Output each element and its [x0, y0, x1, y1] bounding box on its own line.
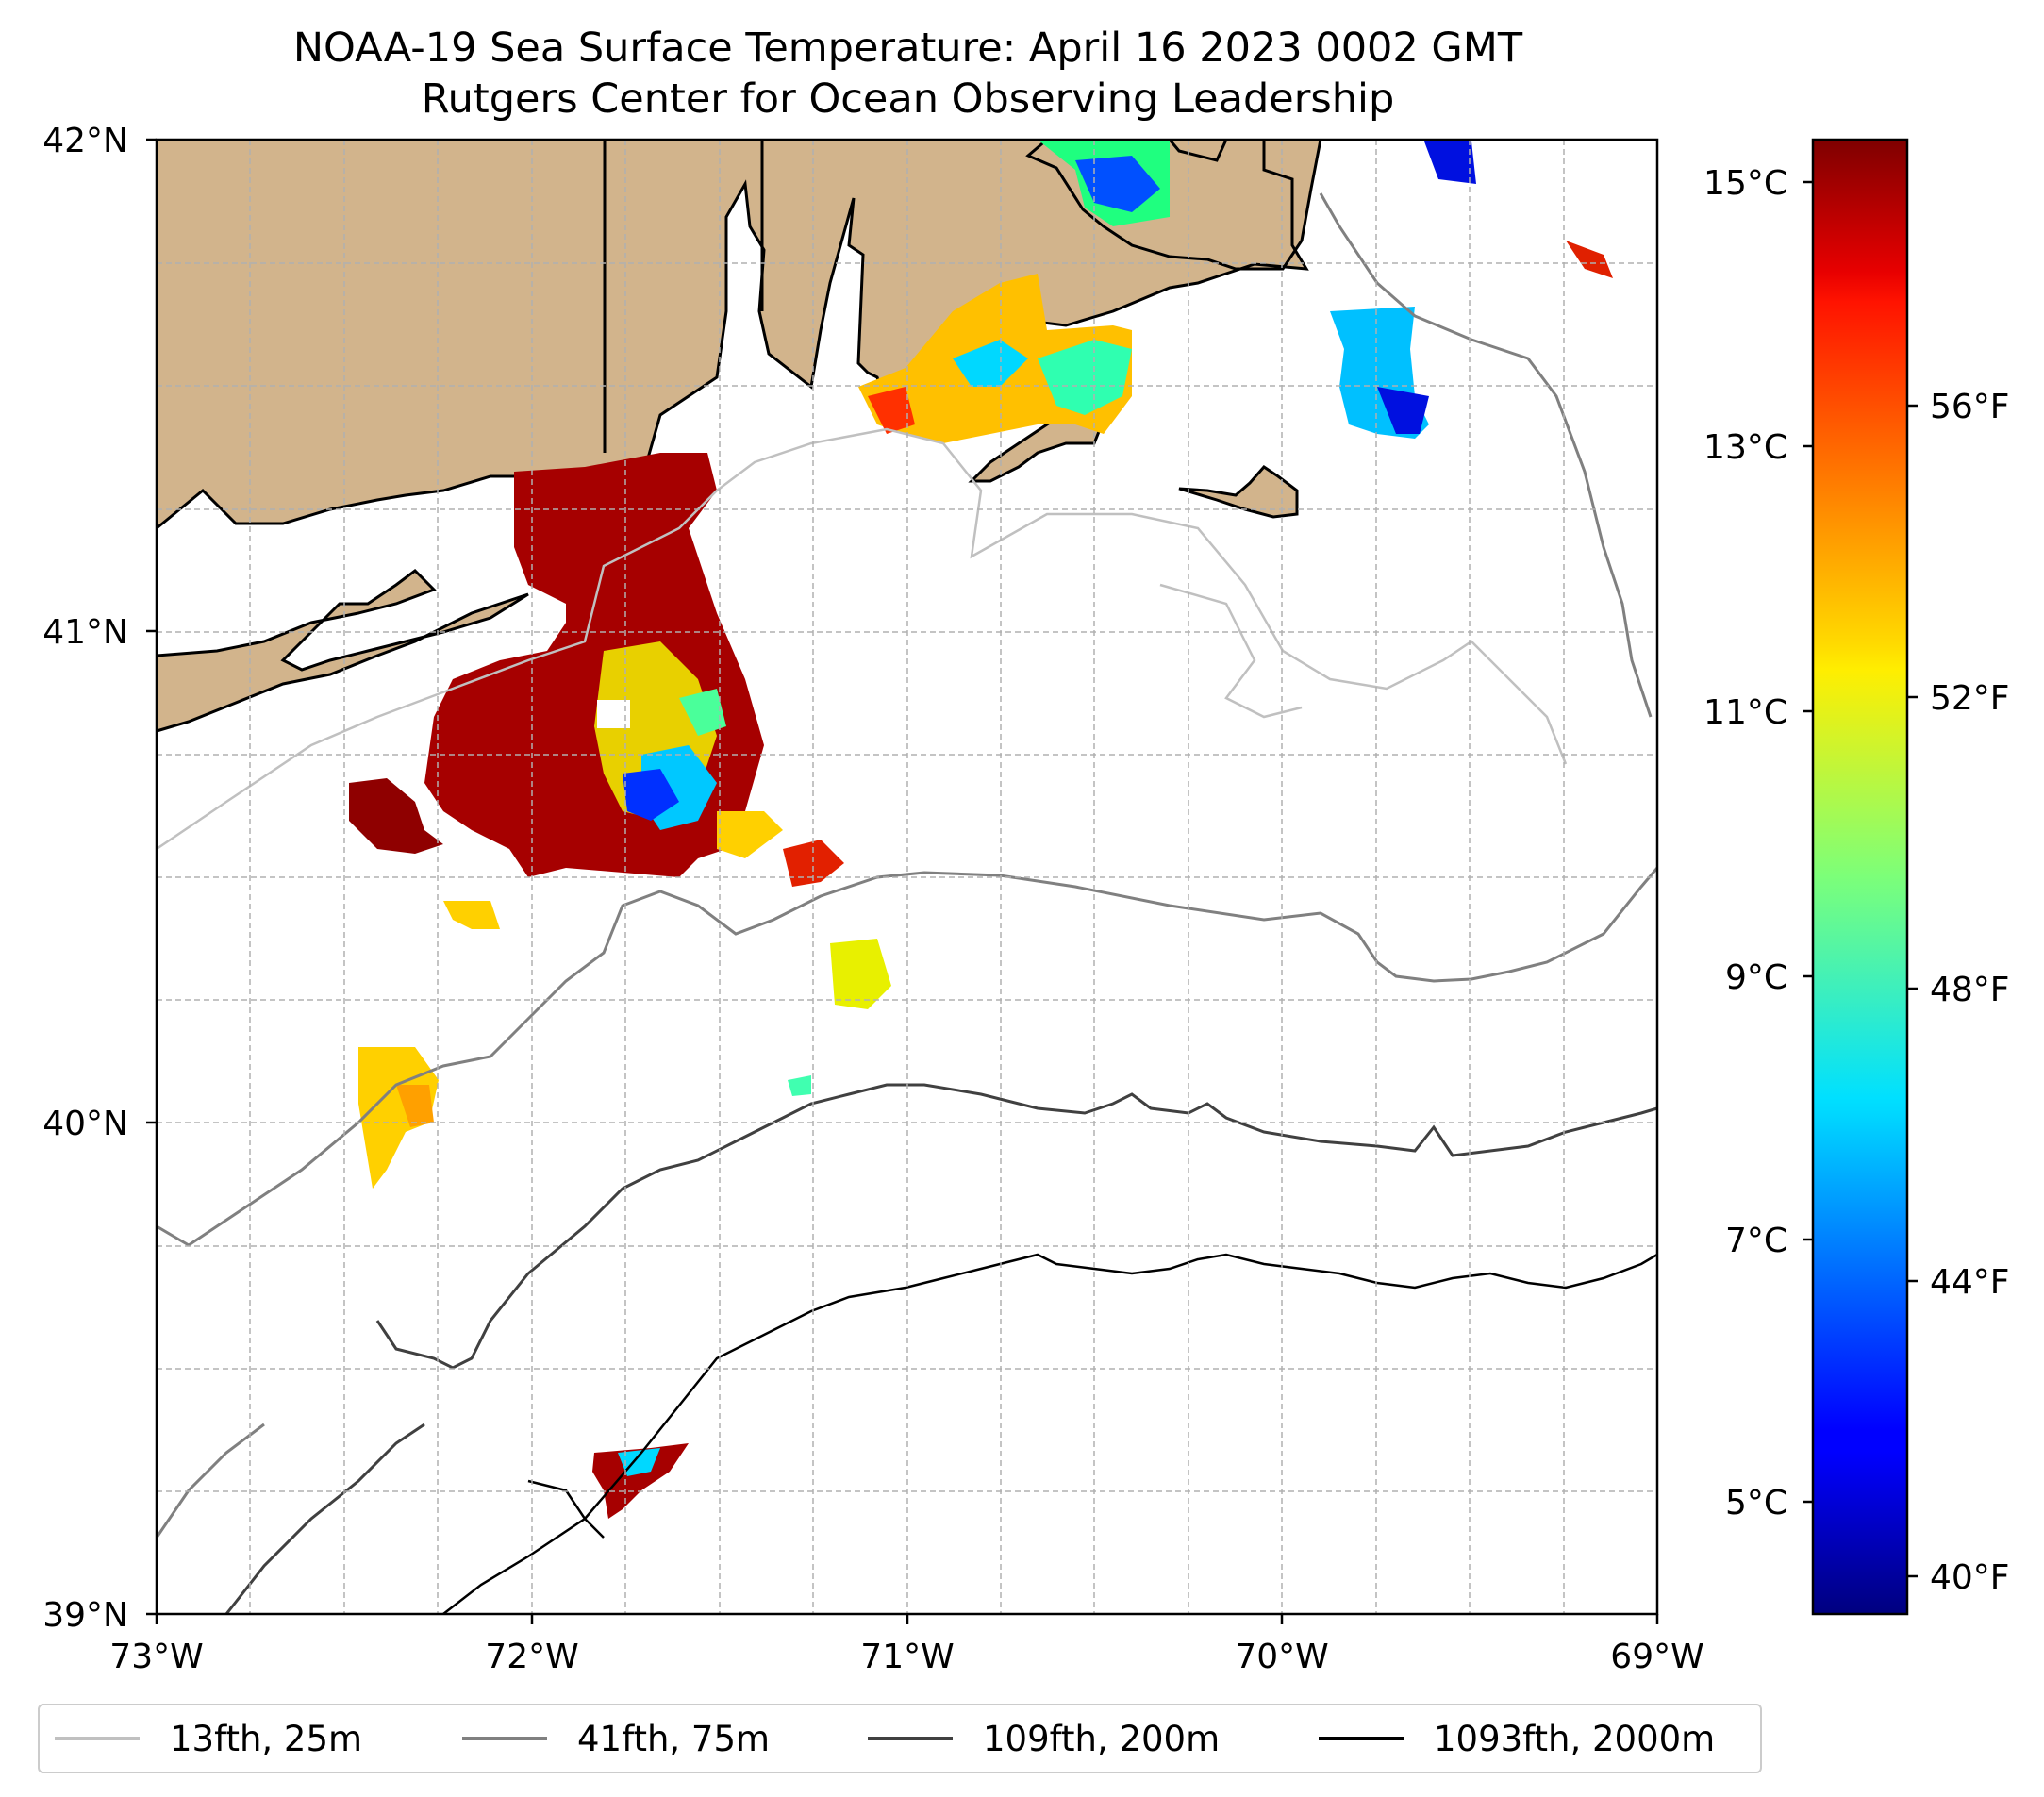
legend-item-200m: 109fth, 200m	[868, 1705, 1220, 1772]
legend-label: 1093fth, 2000m	[1434, 1718, 1716, 1759]
isobath-200m	[375, 1083, 1657, 1370]
isobath-75m	[157, 867, 1657, 1247]
lon-tick-73: 73°W	[109, 1638, 203, 1676]
legend-swatch	[55, 1737, 140, 1740]
colorbar-fahrenheit-tick: 44°F	[1930, 1263, 2010, 1302]
legend-item-75m: 41fth, 75m	[462, 1705, 770, 1772]
colorbar-celsius-tick: 9°C	[1725, 958, 1787, 997]
colorbar-celsius-tick: 7°C	[1725, 1222, 1787, 1260]
lat-tick-42: 42°N	[42, 122, 128, 160]
map-area	[157, 140, 1657, 1614]
isobath-2000m	[442, 1253, 1657, 1614]
legend-swatch	[462, 1737, 547, 1740]
isobath-25m	[157, 427, 1568, 851]
axis-ticks	[146, 138, 1659, 1624]
colorbar-fahrenheit-tick: 52°F	[1930, 679, 2010, 718]
colorbar-gradient	[1811, 138, 1909, 1616]
colorbar-fahrenheit-tick: 40°F	[1930, 1558, 2010, 1597]
colorbar-celsius-tick: 13°C	[1703, 428, 1787, 467]
gridlines	[157, 140, 1657, 1614]
colorbar-celsius-tick: 15°C	[1703, 164, 1787, 203]
lat-tick-41: 41°N	[42, 613, 128, 652]
map-subtitle: Rutgers Center for Ocean Observing Leade…	[421, 75, 1395, 123]
legend-item-2000m: 1093fth, 2000m	[1319, 1705, 1715, 1772]
state-borders	[603, 140, 764, 453]
legend-label: 109fth, 200m	[983, 1718, 1221, 1759]
lat-tick-39: 39°N	[42, 1596, 128, 1635]
colorbar: 15°C 13°C 11°C 9°C 7°C 5°C 56°F 52°F 48°…	[1703, 138, 2010, 1616]
isobaths	[157, 192, 1657, 1614]
colorbar-celsius-tick: 11°C	[1703, 693, 1787, 732]
lon-tick-71: 71°W	[860, 1638, 954, 1676]
map-title: NOAA-19 Sea Surface Temperature: April 1…	[292, 25, 1523, 72]
legend: 13fth, 25m 41fth, 75m 109fth, 200m 1093f…	[38, 1704, 1762, 1773]
legend-label: 13fth, 25m	[170, 1718, 363, 1759]
legend-label: 41fth, 75m	[577, 1718, 771, 1759]
lon-tick-72: 72°W	[485, 1638, 578, 1676]
colorbar-fahrenheit-tick: 56°F	[1930, 388, 2010, 426]
legend-swatch	[868, 1737, 953, 1740]
lon-tick-69: 69°W	[1610, 1638, 1703, 1676]
colorbar-celsius-tick: 5°C	[1725, 1484, 1787, 1522]
sst-patches	[349, 140, 1613, 1519]
colorbar-fahrenheit-tick: 48°F	[1930, 971, 2010, 1009]
legend-item-25m: 13fth, 25m	[55, 1705, 362, 1772]
lat-tick-40: 40°N	[42, 1105, 128, 1143]
lon-tick-70: 70°W	[1235, 1638, 1328, 1676]
legend-swatch	[1319, 1737, 1404, 1740]
